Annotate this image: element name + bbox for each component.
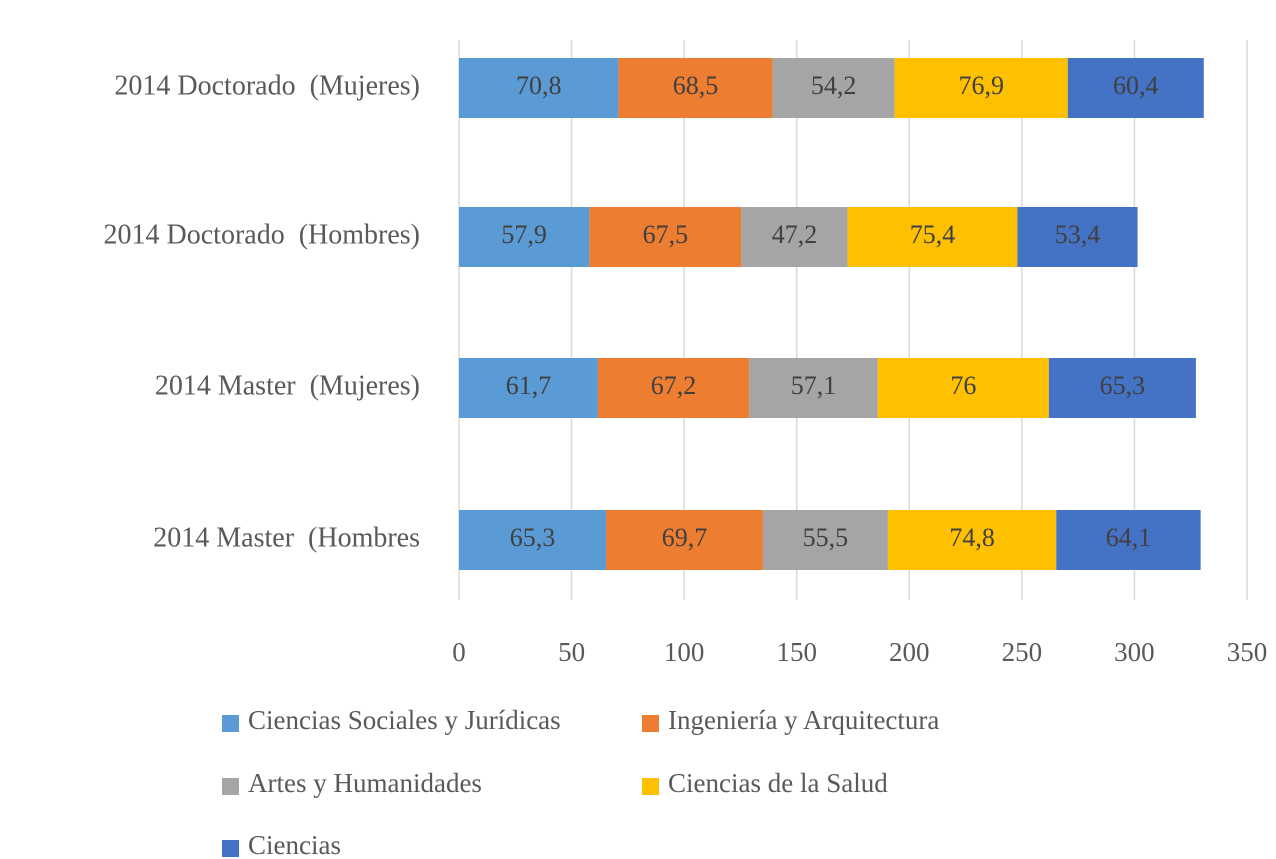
bar-segment <box>741 207 848 267</box>
x-tick-label: 100 <box>664 637 705 667</box>
data-label: 76,9 <box>958 71 1004 100</box>
x-tick-label: 350 <box>1227 637 1268 667</box>
bar-segment <box>877 358 1049 418</box>
data-label: 60,4 <box>1113 71 1159 100</box>
legend-label: Ciencias Sociales y Jurídicas <box>248 705 561 735</box>
bar-segment <box>597 358 750 418</box>
bar-segment <box>1048 358 1196 418</box>
data-label: 74,8 <box>949 523 995 552</box>
data-label: 55,5 <box>803 523 849 552</box>
data-label: 64,1 <box>1106 523 1152 552</box>
y-tick-label: 2014 Doctorado (Hombres) <box>104 219 420 250</box>
bar-segment <box>459 207 590 267</box>
bar-segment <box>1056 510 1201 570</box>
bar-segment <box>589 207 742 267</box>
x-tick-label: 0 <box>452 637 466 667</box>
bar-segment <box>459 58 619 118</box>
data-label: 67,2 <box>651 371 697 400</box>
legend-swatch <box>642 778 659 795</box>
bar-segment <box>847 207 1018 267</box>
data-label: 61,7 <box>506 371 552 400</box>
bar-segment <box>762 510 888 570</box>
x-tick-label: 300 <box>1114 637 1155 667</box>
bar-segment <box>749 358 878 418</box>
data-label: 47,2 <box>772 220 818 249</box>
bar-segment <box>894 58 1068 118</box>
data-label: 54,2 <box>811 71 857 100</box>
bar-segment <box>887 510 1057 570</box>
y-tick-label: 2014 Master (Mujeres) <box>155 370 420 401</box>
x-tick-label: 150 <box>776 637 817 667</box>
x-tick-label: 250 <box>1002 637 1043 667</box>
data-label: 68,5 <box>673 71 719 100</box>
data-label: 69,7 <box>662 523 708 552</box>
bar-segment <box>1017 207 1138 267</box>
bar-segment <box>618 58 773 118</box>
y-tick-label: 2014 Doctorado (Mujeres) <box>114 70 420 101</box>
bar-segment <box>772 58 895 118</box>
bar-segment <box>1067 58 1204 118</box>
x-tick-label: 50 <box>558 637 585 667</box>
legend-swatch <box>642 715 659 732</box>
data-label: 65,3 <box>1100 371 1146 400</box>
data-label: 57,9 <box>501 220 547 249</box>
legend-swatch <box>222 778 239 795</box>
legend-label: Ciencias <box>248 830 341 859</box>
bar-segment <box>459 510 607 570</box>
bar-segment <box>459 358 598 418</box>
legend-label: Ciencias de la Salud <box>668 768 888 798</box>
y-tick-label: 2014 Master (Hombres <box>153 522 420 553</box>
data-label: 53,4 <box>1055 220 1101 249</box>
x-tick-label: 200 <box>889 637 930 667</box>
data-label: 65,3 <box>510 523 556 552</box>
legend-swatch <box>222 715 239 732</box>
legend-swatch <box>222 840 239 857</box>
bar-segment <box>606 510 763 570</box>
legend-label: Ingeniería y Arquitectura <box>668 705 939 735</box>
data-label: 76 <box>950 371 976 400</box>
data-label: 67,5 <box>643 220 689 249</box>
data-label: 57,1 <box>791 371 837 400</box>
data-label: 75,4 <box>910 220 956 249</box>
legend-label: Artes y Humanidades <box>248 768 482 798</box>
data-label: 70,8 <box>516 71 562 100</box>
